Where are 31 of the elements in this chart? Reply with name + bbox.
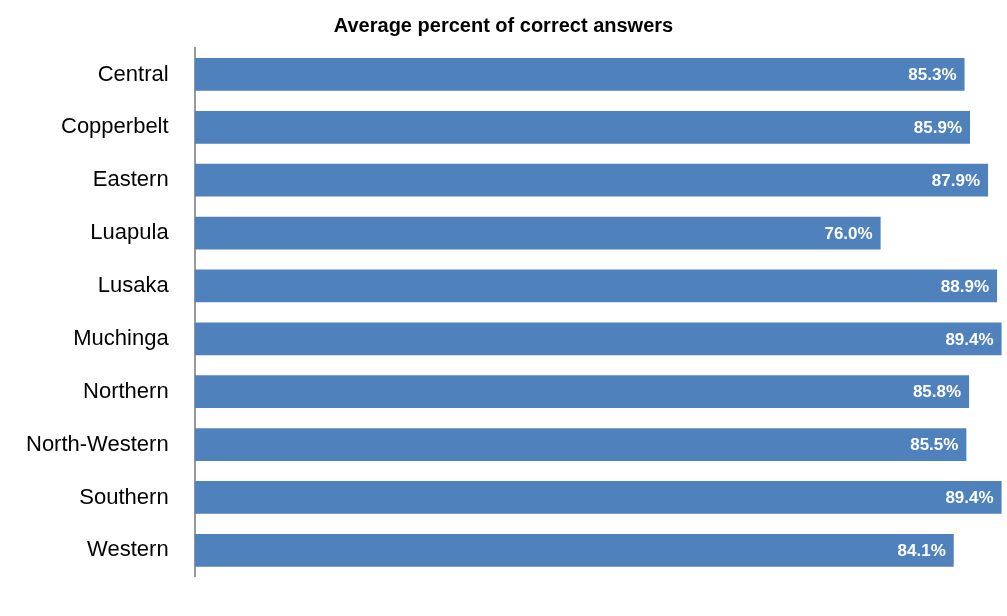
y-tick-label: Northern [83, 377, 169, 403]
bar [194, 163, 989, 197]
bar [194, 533, 954, 567]
data-label: 88.9% [940, 276, 990, 296]
data-label: 89.4% [945, 488, 994, 508]
y-tick-label: Copperbelt [60, 113, 169, 139]
y-tick-label: Luapula [90, 219, 170, 245]
bar [194, 375, 970, 409]
y-tick-label: North-Western [25, 430, 169, 456]
bar [194, 322, 1002, 356]
bar [194, 481, 1002, 514]
bar [194, 428, 967, 461]
y-tick-label: Central [97, 60, 169, 86]
bar [194, 58, 965, 91]
data-label: 76.0% [824, 223, 873, 243]
y-tick-label: Eastern [92, 166, 169, 192]
y-tick-label: Lusaka [97, 272, 170, 298]
data-label: 89.4% [945, 329, 994, 349]
chart-title: Average percent of correct answers [333, 13, 674, 36]
bar [194, 110, 970, 144]
y-tick-label: Muchinga [73, 324, 170, 350]
bar [194, 216, 881, 250]
data-label: 85.9% [913, 118, 962, 138]
data-label: 87.9% [931, 170, 981, 190]
data-label: 85.5% [910, 435, 959, 455]
data-label: 85.3% [908, 65, 957, 85]
y-tick-label: Southern [79, 483, 169, 509]
data-label: 85.8% [912, 382, 962, 402]
data-label: 84.1% [897, 541, 946, 561]
bar [194, 269, 998, 303]
y-tick-label: Western [87, 536, 169, 562]
